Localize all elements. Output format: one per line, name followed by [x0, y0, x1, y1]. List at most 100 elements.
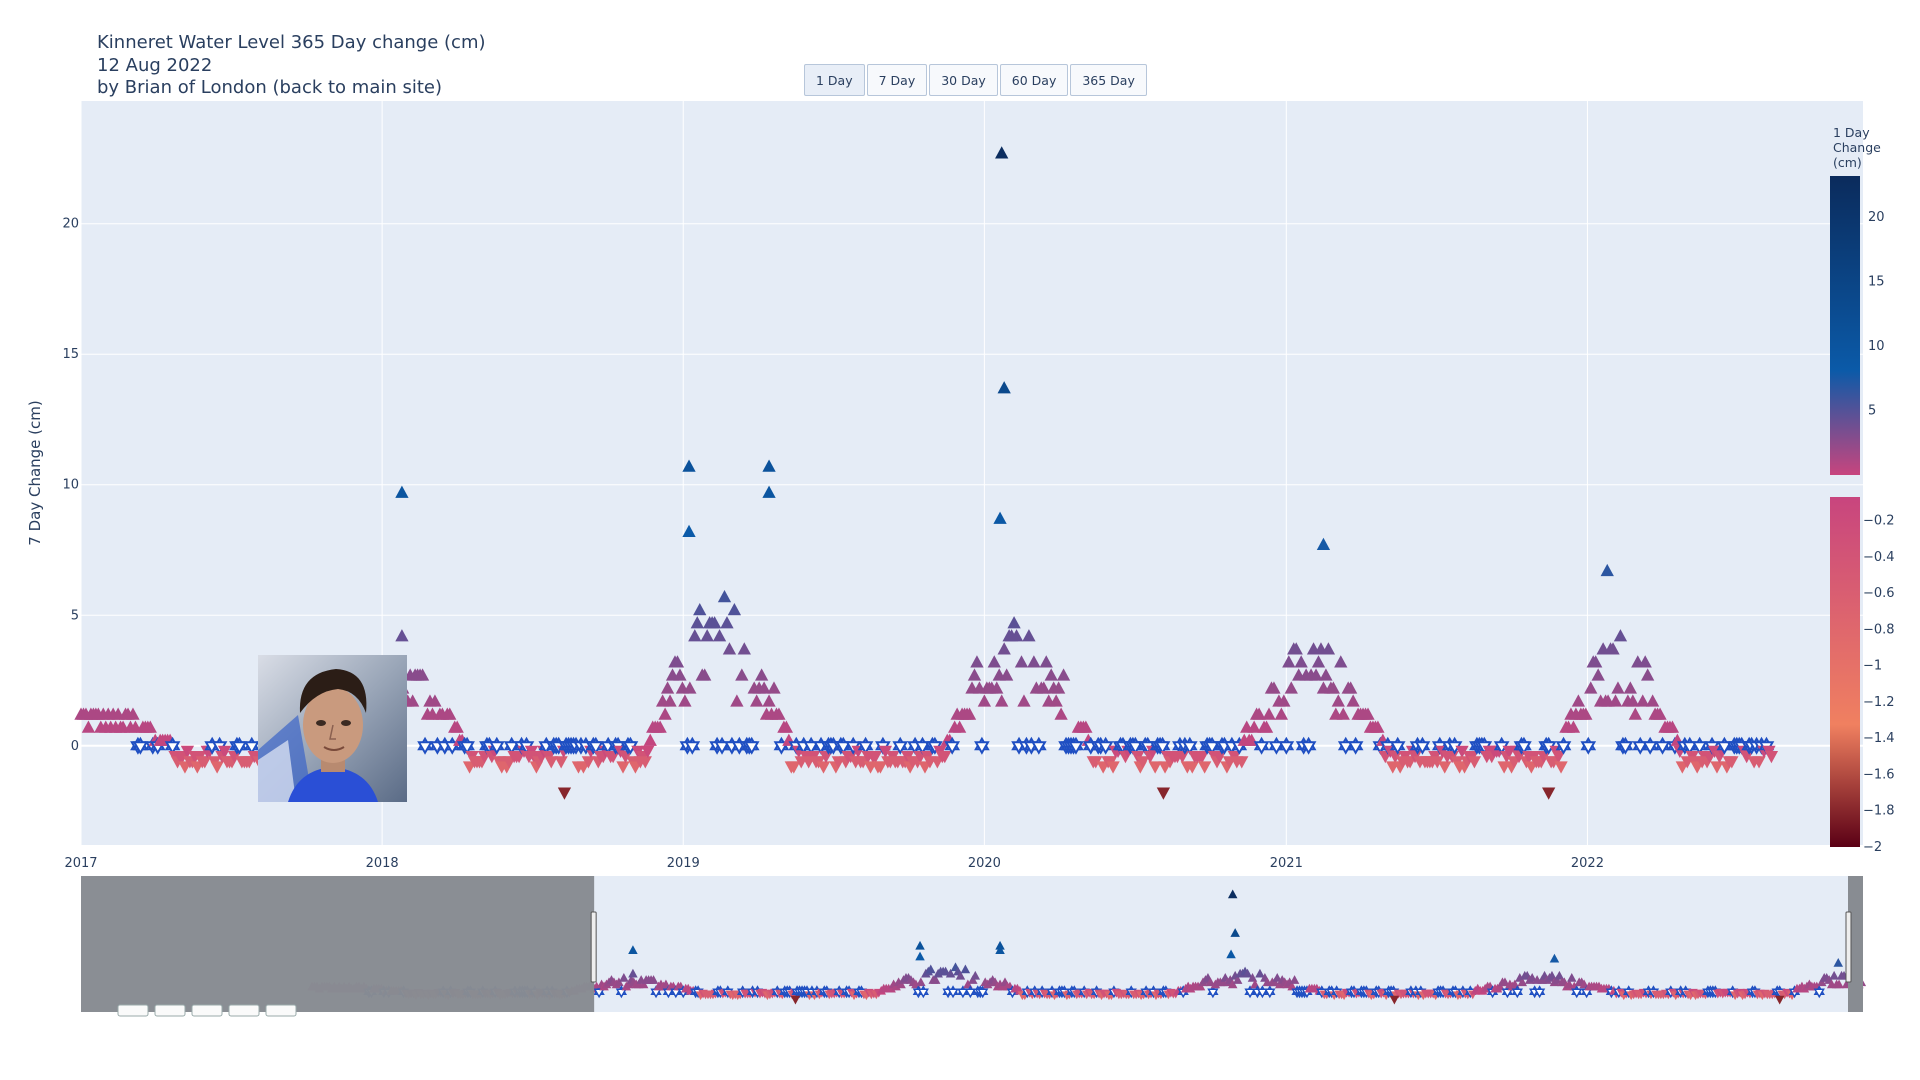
data-point-up	[693, 603, 707, 616]
data-point-up	[1287, 981, 1297, 991]
data-point-up	[722, 642, 737, 655]
data-point-up	[682, 524, 696, 537]
data-point-down	[1740, 750, 1754, 764]
data-point-down	[581, 756, 596, 769]
data-point-up	[970, 655, 984, 668]
data-point-up	[1319, 668, 1333, 681]
colorbar-tick-label: −0.2	[1863, 514, 1895, 529]
data-point-up	[993, 511, 1007, 524]
colorbar-tick-label: −1.6	[1863, 767, 1895, 782]
range-button-30-day[interactable]: 30 Day	[929, 64, 998, 96]
data-point-up	[995, 146, 1009, 159]
data-point-up	[1022, 629, 1036, 642]
data-point-up	[735, 668, 749, 681]
data-point-star	[1097, 741, 1114, 755]
range-button-60-day[interactable]: 60 Day	[999, 64, 1069, 96]
data-point-star	[1580, 741, 1597, 755]
rangeslider-mask-left	[81, 876, 595, 1012]
data-point-star	[615, 988, 628, 999]
chart-title: Kinneret Water Level 365 Day change (cm)…	[97, 32, 486, 100]
data-point-up	[727, 603, 742, 616]
data-point-up	[1606, 642, 1620, 655]
range-button-1-day[interactable]: 1 Day	[804, 64, 865, 96]
data-point-up	[1227, 979, 1238, 989]
data-point-down	[638, 756, 652, 769]
data-point-up	[1636, 694, 1650, 707]
data-point-up	[1608, 694, 1623, 707]
data-point-up	[683, 681, 697, 694]
data-point-down	[1156, 787, 1171, 800]
data-point-down	[1388, 750, 1402, 764]
colorbar-title-line: 1 Day	[1833, 125, 1870, 140]
title-line-2: 12 Aug 2022	[97, 54, 213, 76]
data-point-star	[1691, 741, 1708, 755]
data-point-down	[1136, 756, 1150, 769]
data-point-up	[700, 629, 714, 642]
title-line-1: Kinneret Water Level 365 Day change (cm)	[97, 32, 486, 53]
data-point-star	[1716, 741, 1733, 755]
data-point-star	[417, 741, 433, 755]
data-point-up	[1289, 642, 1303, 655]
data-point-up	[915, 940, 925, 950]
data-point-up	[682, 459, 696, 472]
data-point-down	[1195, 750, 1209, 764]
back-to-main-site-link[interactable]: by Brian of London (back to main site)	[97, 77, 443, 98]
data-point-up	[1316, 537, 1331, 551]
data-point-down	[217, 745, 232, 759]
data-point-up	[1039, 655, 1053, 668]
data-point-up	[1000, 668, 1014, 681]
data-point-down	[1198, 761, 1212, 774]
data-point-star	[917, 988, 929, 999]
data-point-down	[557, 787, 572, 800]
data-point-down	[1148, 761, 1162, 774]
data-point-up	[987, 655, 1001, 668]
data-point-up	[1361, 707, 1375, 720]
colorbar-title-line: (cm)	[1833, 155, 1862, 170]
data-point-up	[653, 720, 667, 733]
data-point-star	[1347, 741, 1364, 755]
data-point-down	[1185, 761, 1199, 774]
data-point-star	[1501, 988, 1514, 999]
data-point-up	[962, 707, 977, 720]
data-point-up	[1309, 668, 1323, 681]
data-point-up	[1284, 681, 1298, 694]
data-point-up	[698, 668, 712, 681]
data-point-up	[1641, 668, 1655, 681]
data-point-up	[648, 975, 659, 984]
data-point-up	[967, 668, 982, 681]
data-point-down	[1175, 750, 1190, 764]
rangeslider-control-stub	[265, 1004, 297, 1017]
data-point-star	[835, 741, 852, 755]
data-point-down	[1089, 756, 1103, 769]
colorbar-tick-label: −2	[1863, 840, 1882, 855]
data-point-up	[1262, 707, 1276, 720]
data-point-up	[707, 616, 722, 629]
range-button-7-day[interactable]: 7 Day	[866, 64, 928, 96]
data-point-down	[198, 756, 212, 769]
data-point-up	[1274, 707, 1289, 720]
data-point-up	[1623, 681, 1637, 694]
data-point-up	[995, 945, 1005, 954]
y-tick-label: 0	[71, 739, 79, 754]
data-point-up	[395, 629, 409, 642]
data-point-up	[1027, 655, 1041, 668]
data-point-up	[1613, 629, 1628, 642]
data-point-star	[1030, 741, 1047, 755]
data-point-up	[143, 720, 157, 733]
data-point-star	[587, 741, 604, 755]
data-point-down	[790, 995, 801, 1005]
data-point-up	[762, 694, 776, 707]
data-point-up	[690, 616, 704, 629]
data-point-down	[878, 745, 893, 759]
data-point-down	[938, 750, 952, 764]
data-point-down	[1455, 745, 1469, 759]
data-point-up	[1665, 720, 1680, 733]
range-button-365-day[interactable]: 365 Day	[1070, 64, 1147, 96]
data-point-up	[1255, 968, 1265, 978]
data-point-star	[1571, 988, 1583, 999]
colorbar-positive	[1830, 176, 1860, 475]
data-point-up	[1547, 970, 1557, 980]
data-point-up	[1334, 655, 1348, 668]
data-point-star	[957, 988, 969, 999]
data-point-star	[1127, 741, 1144, 755]
